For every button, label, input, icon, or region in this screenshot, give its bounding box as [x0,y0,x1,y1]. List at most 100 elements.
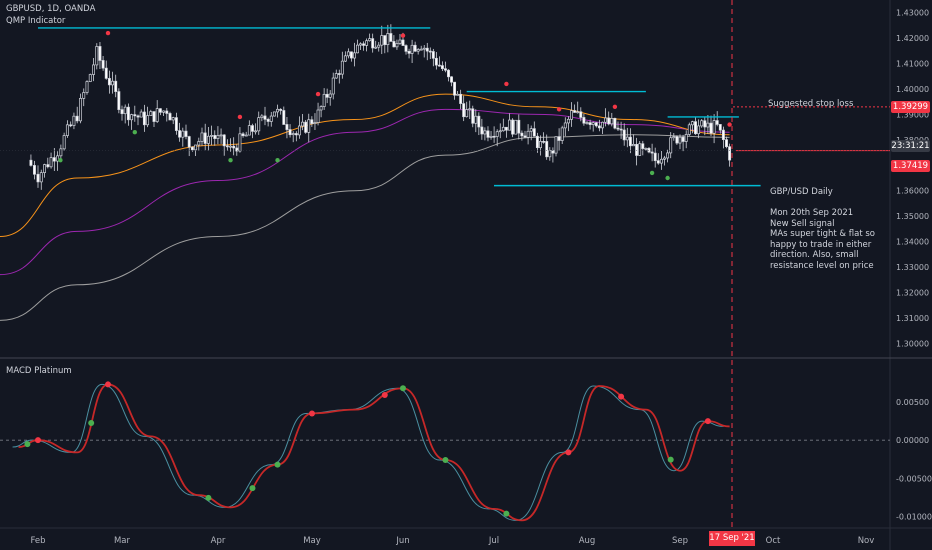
macd-label[interactable]: MACD Platinum [6,366,72,376]
candle-down [294,133,298,136]
candle-up [139,111,143,118]
price-tick-label: 1.36000 [896,187,929,196]
candle-down [251,125,254,132]
candle-down [573,110,577,113]
candle-down [440,65,444,70]
candle-down [641,143,645,149]
candle-down [203,132,207,144]
candle-down [431,51,435,59]
candle-down [703,120,707,128]
symbol-title[interactable]: GBPUSD, 1D, OANDA [6,4,96,14]
qmp-sell-dot [237,114,243,120]
info-line: resistance level on price [770,260,874,271]
qmp-buy-dot [228,158,233,163]
price-tick-label: 1.33000 [896,263,929,272]
info-line: MAs super tight & flat so [770,229,875,239]
candle-down [511,119,515,135]
info-line: Mon 20th Sep 2021 [770,208,854,218]
candle-down [597,125,601,129]
candle-up [456,93,460,96]
last-price-tag[interactable]: 1.37419 [891,159,930,172]
candle-up [346,51,350,57]
candle-up [377,44,381,48]
macd-buy-dot [667,456,674,463]
candle-down [582,117,586,124]
candle-down [235,147,239,152]
candle-up [508,119,511,131]
qmp-buy-dot [649,170,655,176]
candle-up [328,93,332,98]
candle-down [263,115,267,120]
candle-down [184,130,188,137]
candle-down [213,135,217,139]
candle-down [279,108,283,111]
candle-up [687,124,691,135]
info-line: happy to trade in either [770,239,872,250]
candle-up [501,126,505,132]
candle-up [49,157,53,168]
candle-up [130,114,134,121]
qmp-buy-dot [58,158,63,163]
candle-up [244,134,248,137]
candle-up [700,120,704,127]
candle-up [111,80,114,86]
candle-up [343,55,347,62]
candle-down [594,122,598,127]
candle-up [601,121,604,129]
candle-down [492,135,496,138]
candle-up [610,117,614,125]
candle-up [591,122,595,125]
time-tick-label: Nov [858,536,875,546]
candle-down [392,41,396,48]
candle-down [647,148,651,153]
stop-loss-price-tag[interactable]: 1.39299 [891,100,930,113]
candle-down [551,150,555,154]
candle-down [401,39,405,46]
time-tick-label: Apr [211,536,226,546]
qmp-sell-dot [612,104,618,110]
candle-down [304,121,308,133]
candle-up [79,98,82,122]
candle-up [419,48,423,51]
candle-down [288,129,292,136]
candle-up [197,141,201,146]
candle-up [585,122,589,124]
candle-up [663,157,666,160]
candle-down [588,122,592,125]
candle-down [635,143,639,156]
candle-up [297,125,301,136]
candle-down [486,130,490,138]
candle-up [386,33,390,46]
macd-sell-dot [704,418,711,425]
candle-up [238,133,242,152]
candle-down [337,73,341,75]
candle-down [222,134,226,147]
candle-down [310,119,314,125]
candle-up [291,133,295,136]
candle-up [247,125,251,136]
candle-down [107,78,111,86]
candle-up [666,152,670,159]
macd-line [18,383,730,522]
candle-up [340,60,344,75]
candle-up [465,109,469,118]
price-tick-label: 1.41000 [896,60,929,69]
candle-up [529,128,533,132]
candle-down [453,81,457,96]
crosshair-date-tag[interactable]: 17 Sep '21 [709,531,755,546]
candle-up [194,144,198,151]
price-tick-label: 1.30000 [896,339,929,348]
candle-down [725,139,728,148]
candle-up [43,164,46,173]
candle-down [413,44,417,52]
candle-up [489,135,493,138]
candle-up [632,143,635,147]
ma-fast-line [0,93,730,237]
candle-down [33,165,36,175]
indicator-label[interactable]: QMP Indicator [6,16,66,26]
candle-up [353,52,356,59]
candle-up [171,117,175,121]
candle-down [225,145,229,148]
candle-up [88,74,92,82]
countdown-tag[interactable]: 23:31:21 [891,139,930,152]
